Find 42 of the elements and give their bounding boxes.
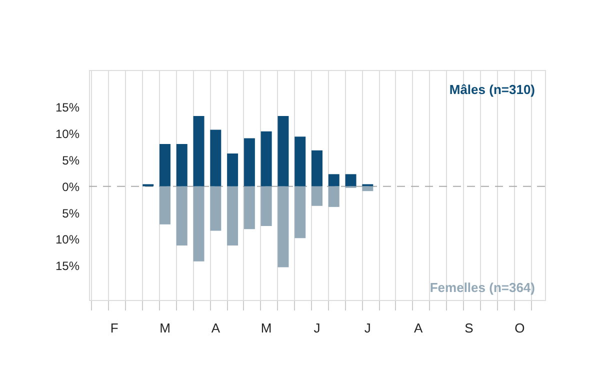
x-tick-label: F bbox=[110, 320, 118, 336]
bar bbox=[160, 144, 170, 186]
bar bbox=[193, 186, 204, 262]
bar bbox=[210, 186, 222, 231]
y-tick-label: 15% bbox=[55, 100, 80, 115]
bar bbox=[294, 186, 306, 238]
y-tick-label: 5% bbox=[62, 153, 80, 168]
bar bbox=[345, 174, 356, 186]
bar bbox=[193, 116, 204, 186]
bar bbox=[210, 130, 222, 186]
x-tick-label: M bbox=[160, 320, 170, 336]
bar bbox=[227, 186, 238, 246]
y-tick-label: 10% bbox=[55, 232, 80, 247]
y-tick-label: 0% bbox=[62, 180, 80, 194]
bar bbox=[294, 136, 306, 186]
bar bbox=[278, 116, 289, 186]
bar bbox=[176, 186, 188, 246]
bar bbox=[160, 186, 170, 224]
bar bbox=[328, 174, 340, 186]
y-tick-label: 15% bbox=[55, 259, 80, 274]
x-tick-label: J bbox=[314, 320, 320, 336]
bar bbox=[362, 186, 374, 192]
y-tick-label: 5% bbox=[62, 206, 80, 220]
x-tick-label: O bbox=[514, 320, 525, 336]
text: Mâles (n=310) bbox=[449, 82, 535, 97]
bar bbox=[312, 150, 322, 186]
bar bbox=[312, 186, 322, 206]
y-tick-label: 10% bbox=[55, 126, 80, 141]
x-tick-label: M bbox=[260, 320, 272, 336]
bar bbox=[244, 186, 255, 230]
x-tick-label: J bbox=[364, 320, 371, 336]
bar bbox=[278, 186, 289, 268]
bar bbox=[260, 131, 272, 186]
x-tick-label: A bbox=[211, 320, 220, 336]
text: Femelles (n=364) bbox=[430, 280, 535, 295]
bar bbox=[227, 154, 238, 186]
bar bbox=[260, 186, 272, 226]
bar bbox=[176, 144, 188, 186]
x-tick-label: A bbox=[414, 320, 423, 336]
x-tick-label: S bbox=[464, 320, 474, 336]
bar bbox=[244, 138, 255, 186]
bar bbox=[328, 186, 340, 207]
